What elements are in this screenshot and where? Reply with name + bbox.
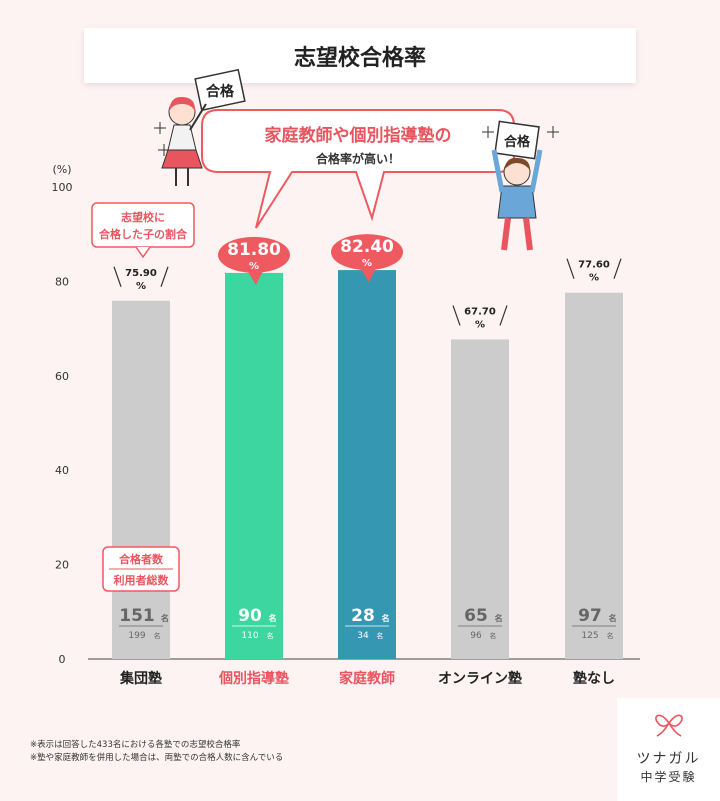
- category-label: 家庭教師: [339, 670, 395, 687]
- passed-count: 28: [351, 606, 375, 626]
- passed-count: 97: [578, 606, 602, 626]
- total-count-unit: 名: [154, 631, 161, 640]
- boy-leg-right: [523, 217, 533, 251]
- passed-count-unit: 名: [382, 613, 390, 623]
- total-count-unit: 名: [267, 631, 274, 640]
- callout-text-line2: 合格率が高い！: [316, 151, 400, 166]
- value-badge-tail: [246, 268, 264, 285]
- boy-arm-right: [529, 149, 543, 193]
- category-label: オンライン塾: [438, 670, 522, 687]
- value-label: 67.70: [464, 306, 496, 317]
- value-badge: [331, 234, 403, 271]
- sparkle-icon: [482, 126, 494, 138]
- category-label: 塾なし: [573, 670, 615, 687]
- value-label: 82.40: [340, 237, 394, 257]
- y-tick-label: 0: [59, 653, 66, 666]
- bar: [338, 270, 396, 659]
- value-label-unit: %: [136, 281, 146, 292]
- y-axis-unit-label: (%): [52, 163, 71, 176]
- total-count: 125: [581, 631, 598, 641]
- total-count-unit: 名: [607, 631, 614, 640]
- boy-sweater: [497, 185, 537, 219]
- total-count-unit: 名: [489, 631, 496, 640]
- passed-count-unit: 名: [269, 613, 277, 623]
- boy-hair: [504, 157, 530, 170]
- total-count: 34: [357, 631, 369, 641]
- value-tick-left: [566, 258, 575, 279]
- girl-skirt: [161, 149, 203, 169]
- value-label-unit: %: [589, 273, 599, 284]
- total-count-unit: 名: [376, 631, 383, 640]
- value-tick-right: [613, 258, 622, 279]
- sign-text-right: 合格: [504, 134, 531, 150]
- passed-count-unit: 名: [161, 613, 169, 623]
- total-count: 199: [128, 631, 145, 641]
- value-label-unit: %: [249, 261, 259, 272]
- value-tick-left: [452, 305, 461, 326]
- y-tick-label: 80: [55, 275, 69, 288]
- sparkle-icon: [154, 122, 166, 134]
- total-count: 110: [241, 631, 258, 641]
- sign-board-right: [494, 120, 540, 160]
- passed-count: 151: [119, 606, 155, 626]
- bar: [112, 300, 170, 659]
- girl-hair: [169, 96, 196, 112]
- sparkle-icon: [547, 126, 559, 138]
- passed-count: 65: [464, 606, 488, 626]
- category-label: 集団塾: [119, 670, 162, 687]
- y-tick-label: 20: [55, 559, 69, 572]
- chart-title: 志望校合格率: [84, 28, 636, 83]
- footnotes: ※表示は回答した433名における各塾での志望校合格率 ※塾や家庭教師を併用した場…: [30, 739, 283, 765]
- brand-name: ツナガル: [636, 751, 701, 767]
- boy-leg-left: [501, 217, 511, 251]
- y-tick-label: 100: [52, 181, 73, 194]
- value-label: 81.80: [227, 240, 281, 260]
- callout-text-line1: 家庭教師や個別指導塾の: [265, 125, 452, 146]
- bar: [225, 272, 283, 659]
- sparkle-icon: [158, 144, 170, 156]
- rate-note-line2: 合格した子の割合: [99, 227, 188, 241]
- value-tick-right: [499, 305, 508, 326]
- sign-text-left: 合格: [206, 83, 235, 100]
- value-label-unit: %: [362, 258, 372, 269]
- category-label: 個別指導塾: [218, 670, 289, 687]
- footnote-2: ※塾や家庭教師を併用した場合は、両塾での合格人数に含んでいる: [30, 753, 284, 763]
- rate-note-line1: 志望校に: [121, 210, 165, 224]
- footnote-1: ※表示は回答した433名における各塾での志望校合格率: [30, 740, 241, 750]
- boy-arm-left: [491, 149, 505, 193]
- y-tick-label: 40: [55, 464, 69, 477]
- bar: [451, 339, 509, 659]
- value-label: 75.90: [125, 268, 157, 279]
- sign-board-left: [194, 68, 246, 112]
- value-tick-left: [113, 266, 122, 287]
- value-badge: [218, 236, 290, 273]
- passed-count-unit: 名: [609, 613, 617, 623]
- count-note-line2: 利用者総数: [114, 573, 170, 587]
- y-tick-label: 60: [55, 370, 69, 383]
- brand-logo-box: ツナガル 中学受験: [617, 698, 720, 801]
- main-callout-bubble: [201, 109, 515, 229]
- value-tick-right: [160, 266, 169, 287]
- knot-logo-icon: [655, 714, 683, 737]
- brand-subtitle: 中学受験: [640, 770, 697, 784]
- count-note-line1: 合格者数: [119, 552, 164, 566]
- girl-arm: [189, 103, 207, 131]
- total-count: 96: [470, 631, 482, 641]
- bar: [565, 292, 623, 659]
- value-label-unit: %: [475, 319, 485, 330]
- value-badge-tail: [359, 266, 377, 283]
- passed-count-unit: 名: [495, 613, 503, 623]
- value-label: 77.60: [578, 260, 610, 271]
- rate-note-tail: [135, 246, 151, 259]
- passed-count: 90: [238, 606, 262, 626]
